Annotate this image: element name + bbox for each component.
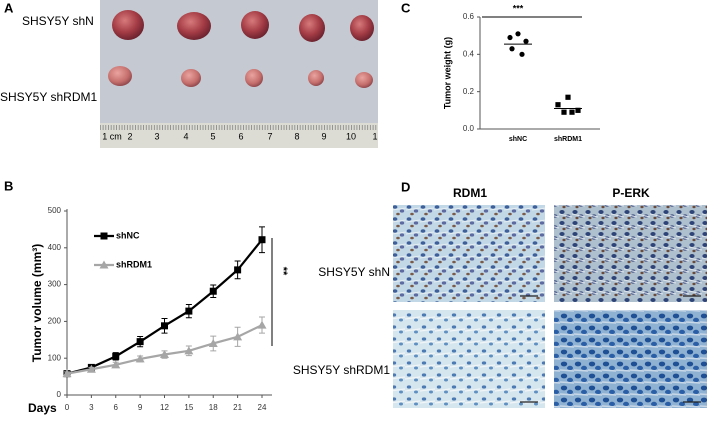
x-tick-label: 6 xyxy=(114,403,119,412)
micrograph xyxy=(554,205,707,302)
y-tick-label: 200 xyxy=(48,317,62,326)
panel-label: A xyxy=(4,0,14,15)
tumor xyxy=(308,70,324,86)
x-tick-label: 9 xyxy=(138,403,143,412)
x-tick-label: 24 xyxy=(258,403,267,412)
legend-label: shRDM1 xyxy=(116,259,152,269)
x-tick-label: 21 xyxy=(233,403,242,412)
x-tick-label: 3 xyxy=(89,403,94,412)
marker xyxy=(565,94,571,100)
marker xyxy=(233,332,243,341)
column-label: P-ERK xyxy=(612,186,650,200)
y-tick-label: 0.4 xyxy=(463,49,475,58)
marker xyxy=(561,109,567,115)
ruler-label: 6 xyxy=(238,131,243,141)
x-axis-label: Days xyxy=(28,401,57,415)
ruler-label: 4 xyxy=(183,131,188,141)
x-tick-label: shRDM1 xyxy=(554,136,582,143)
marker xyxy=(509,46,515,52)
marker xyxy=(111,360,121,369)
marker xyxy=(519,51,525,57)
x-tick-label: 12 xyxy=(160,403,169,412)
y-tick-label: 0.2 xyxy=(463,87,475,96)
x-tick-label: 15 xyxy=(184,403,193,412)
row-label: SHSY5Y shRDM1 xyxy=(293,363,390,377)
legend-label: shNC xyxy=(116,230,140,240)
y-tick-label: 300 xyxy=(48,280,62,289)
marker xyxy=(135,354,145,363)
micrograph xyxy=(393,310,545,408)
ruler-label: 9 xyxy=(321,131,326,141)
marker xyxy=(507,34,513,41)
ruler-label: 5 xyxy=(210,131,215,141)
tumor xyxy=(350,15,374,41)
y-tick-label: 400 xyxy=(48,243,62,252)
panel-label: D xyxy=(401,179,410,194)
y-tick-label: 500 xyxy=(48,206,62,215)
panel-label: C xyxy=(401,0,411,15)
tumor xyxy=(112,10,144,40)
photo-a xyxy=(100,0,378,148)
marker xyxy=(555,102,561,108)
tumor xyxy=(245,69,263,87)
y-tick-label: 0.6 xyxy=(463,12,475,21)
marker xyxy=(209,287,217,295)
panel-label: B xyxy=(4,178,13,193)
marker xyxy=(86,364,96,373)
column-label: RDM1 xyxy=(453,186,487,200)
y-tick-label: 100 xyxy=(48,353,62,362)
y-tick-label: 0.0 xyxy=(463,124,475,133)
photo-d xyxy=(393,205,707,408)
ruler-label: 2 xyxy=(127,131,132,141)
row-label: SHSY5Y shN xyxy=(318,265,390,279)
marker xyxy=(62,369,72,378)
micrograph xyxy=(393,205,545,302)
row-label: SHSY5Y shRDM1 xyxy=(0,90,97,104)
tumor xyxy=(299,14,325,42)
tumor xyxy=(177,12,211,40)
marker xyxy=(161,322,168,330)
x-tick-label: 18 xyxy=(209,403,218,412)
marker xyxy=(112,352,120,360)
ruler-label: 7 xyxy=(267,131,272,141)
marker xyxy=(569,109,575,115)
micrograph xyxy=(554,310,707,408)
marker xyxy=(258,236,266,244)
significance-label: *** xyxy=(513,3,524,13)
x-tick-label: 0 xyxy=(65,403,70,412)
marker xyxy=(523,38,529,44)
marker xyxy=(515,31,521,37)
marker xyxy=(160,350,169,359)
marker xyxy=(234,266,242,274)
y-axis-label: Tumor weight (g) xyxy=(442,37,452,109)
marker xyxy=(136,338,144,346)
marker xyxy=(257,320,267,329)
marker xyxy=(99,260,109,269)
row-label: SHSY5Y shN xyxy=(22,14,94,28)
tumor xyxy=(181,69,201,87)
marker xyxy=(575,107,581,113)
tumor xyxy=(241,11,269,39)
tumor xyxy=(355,72,373,88)
x-tick-label: shNC xyxy=(509,136,527,143)
ruler-label: 8 xyxy=(294,131,299,141)
ruler-label: 3 xyxy=(154,131,159,141)
ruler-ticks xyxy=(100,123,378,130)
ruler-label: 1 xyxy=(372,131,377,141)
marker xyxy=(184,346,194,355)
y-tick-label: 0 xyxy=(57,390,62,399)
tumor xyxy=(108,66,132,86)
ruler-label: 10 xyxy=(346,131,356,141)
ruler-label: 1 cm xyxy=(102,131,122,141)
y-axis-label: Tumor volume (mm³) xyxy=(30,244,44,362)
marker xyxy=(100,232,108,240)
significance-label: ** xyxy=(277,267,289,276)
marker xyxy=(208,338,218,347)
marker xyxy=(185,307,193,315)
